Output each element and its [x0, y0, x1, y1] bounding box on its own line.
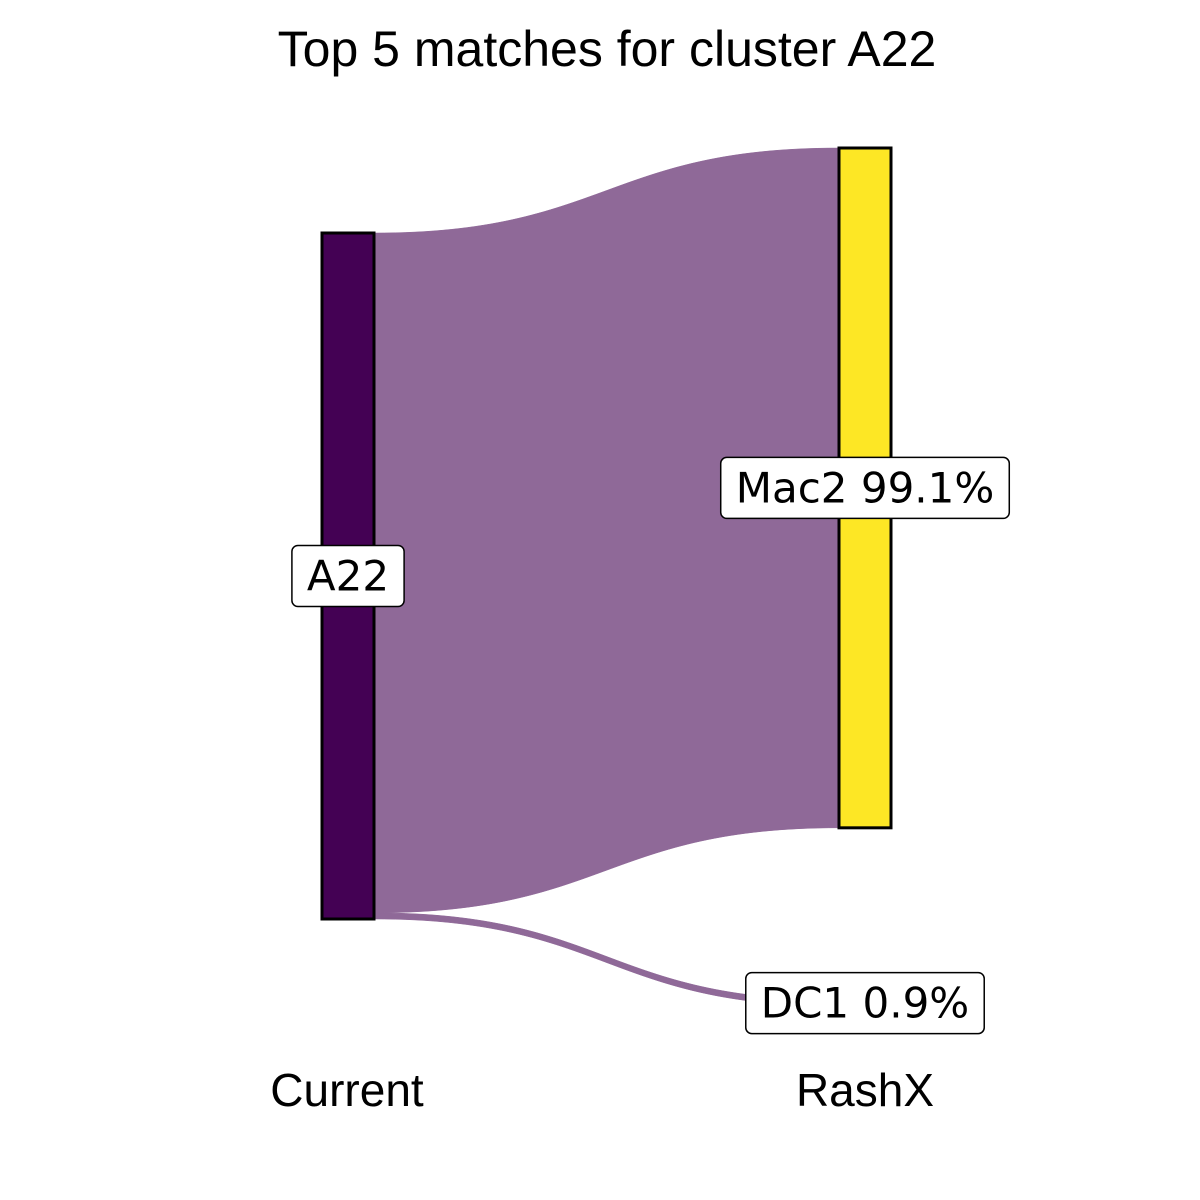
label-dc1-text: DC1 0.9%: [761, 979, 969, 1028]
axis-label-rashx: RashX: [796, 1064, 934, 1116]
label-dc1: DC1 0.9%: [745, 971, 985, 1035]
chart-title: Top 5 matches for cluster A22: [278, 21, 937, 77]
label-mac2-text: Mac2 99.1%: [736, 463, 995, 512]
flows-group: [373, 147, 840, 1007]
label-a22: A22: [291, 544, 405, 608]
label-a22-text: A22: [307, 552, 389, 601]
axis-label-current: Current: [270, 1064, 424, 1116]
labels-group: A22 Mac2 99.1% DC1 0.9%: [291, 456, 1011, 1035]
label-mac2: Mac2 99.1%: [719, 456, 1011, 520]
flow-mac2: [373, 147, 840, 914]
